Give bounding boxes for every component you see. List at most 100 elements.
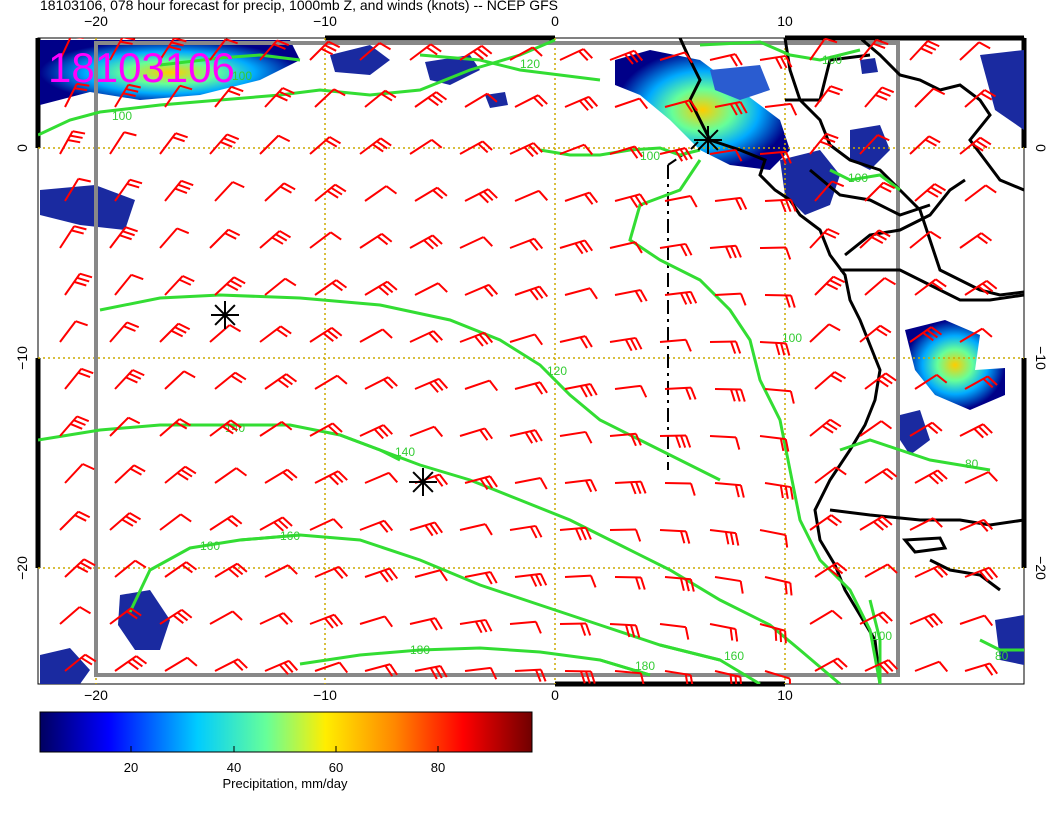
wind-barb (909, 421, 943, 437)
precip-area (710, 65, 770, 100)
wind-barb (864, 659, 898, 675)
x-tick-top: 0 (551, 13, 559, 29)
wind-barb (409, 234, 443, 250)
date-stamp: 18103106 (48, 44, 235, 91)
wind-barb (309, 613, 344, 629)
wind-barb (459, 236, 493, 249)
wind-barb (809, 609, 843, 625)
contour-label: 120 (547, 364, 567, 378)
wind-barb (709, 148, 743, 162)
wind-barb (509, 429, 543, 444)
contour-line (868, 599, 882, 684)
wind-barb (164, 465, 197, 484)
wind-barb (464, 188, 498, 204)
wind-barb (814, 85, 843, 108)
y-tick-left: −10 (14, 346, 30, 370)
wind-barb (909, 40, 940, 61)
wind-barb (564, 574, 597, 588)
precip-area (780, 150, 840, 215)
wind-barb (309, 422, 343, 437)
wind-barb (559, 430, 593, 444)
wind-barb (264, 182, 296, 202)
wind-barb (514, 189, 549, 202)
wind-barb (164, 561, 198, 578)
wind-barb (414, 282, 448, 296)
wind-barb (909, 135, 941, 155)
wind-barb (364, 567, 399, 583)
wind-barb (614, 289, 648, 303)
y-tick-right: −20 (1033, 556, 1049, 580)
wind-barb (659, 147, 693, 162)
wind-barb (614, 193, 648, 208)
wind-barb (509, 620, 542, 634)
wind-barb (409, 425, 444, 438)
wind-barb (759, 54, 793, 70)
contour-line (239, 533, 301, 542)
wind-barb (214, 181, 245, 202)
wind-barb (164, 179, 194, 202)
contour-line (839, 438, 991, 472)
wind-barb (359, 42, 392, 61)
precip-area (615, 50, 790, 170)
wind-barb (309, 136, 342, 155)
wind-barb (109, 226, 138, 249)
wind-barb (159, 322, 191, 343)
wind-barb (414, 91, 448, 108)
wind-barb (859, 38, 889, 61)
wind-barb (814, 657, 848, 672)
contour-label: 100 (822, 53, 842, 67)
wind-barb (859, 611, 893, 625)
wind-barb (459, 331, 494, 347)
wind-barb (709, 244, 742, 259)
wind-barb (564, 287, 598, 300)
contour-line (659, 643, 721, 662)
wind-barb (309, 327, 343, 343)
colorbar-ticks (130, 746, 439, 752)
wind-barb (914, 374, 948, 390)
wind-barb (964, 184, 997, 202)
wind-barb (714, 482, 745, 498)
wind-barb (909, 517, 943, 531)
x-tick-top: −20 (84, 13, 108, 29)
wind-barb (259, 134, 291, 155)
wind-barb (664, 99, 698, 113)
wind-barb (964, 471, 998, 484)
contour-label: 180 (635, 659, 655, 673)
wind-barb (959, 232, 993, 249)
wind-barb (809, 514, 843, 531)
coast-line (929, 558, 1001, 592)
wind-barb (614, 384, 648, 398)
wind-barb (559, 48, 593, 61)
wind-barb (959, 614, 994, 627)
coast-line (809, 168, 931, 217)
wind-barb (614, 97, 649, 110)
wind-barb (714, 576, 744, 594)
wind-barb (809, 132, 839, 155)
wind-barb (909, 326, 943, 343)
wind-barb (964, 566, 999, 582)
contour-line (599, 658, 651, 677)
contour-label: 100 (872, 629, 892, 643)
wind-barb (359, 615, 394, 628)
wind-barb (864, 277, 897, 296)
wind-barb (364, 471, 399, 484)
wind-barb (964, 662, 999, 676)
wind-barb (364, 280, 398, 296)
precip-area (118, 590, 170, 650)
contour-label: 80 (995, 649, 1009, 663)
x-tick-bottom: 0 (551, 687, 559, 703)
precip-area (995, 615, 1024, 665)
wind-barb (914, 183, 947, 202)
wind-barb (414, 377, 449, 393)
wind-barb (864, 181, 896, 202)
wind-barb (359, 137, 392, 155)
coast-line (844, 178, 966, 257)
wind-barb (759, 529, 789, 548)
wind-barb (464, 379, 499, 392)
wind-barb (209, 324, 242, 343)
storm-center-marker (409, 468, 437, 496)
wind-barb (264, 468, 298, 484)
wind-barb (764, 388, 795, 404)
wind-barb (764, 576, 793, 596)
wind-barb (309, 40, 341, 61)
